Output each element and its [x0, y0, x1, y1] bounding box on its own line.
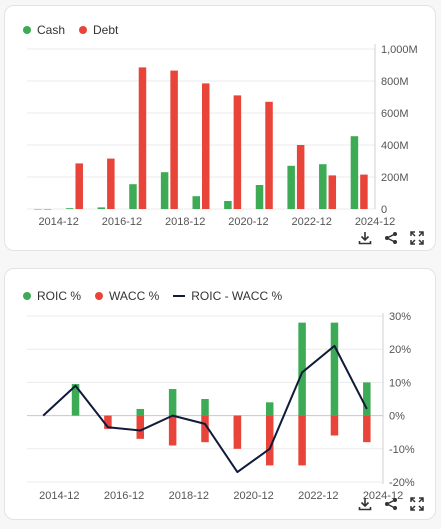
x-tick-label: 2022-12	[298, 490, 338, 502]
debt-legend-dot	[79, 26, 88, 34]
cash-bar	[97, 207, 106, 209]
debt-bar	[170, 70, 178, 209]
cash-bar	[255, 185, 264, 209]
cash-legend-dot	[23, 26, 31, 34]
cash-bar	[34, 209, 42, 210]
legend-label-debt: Debt	[93, 23, 119, 37]
download-icon[interactable]	[357, 496, 373, 512]
y-tick-label: 10%	[389, 377, 411, 389]
y-tick-label: 400M	[381, 140, 409, 152]
wacc-legend-dot	[95, 292, 104, 300]
chart2-toolbar	[357, 496, 425, 512]
wacc-bar	[168, 415, 177, 446]
legend-item-wacc[interactable]: WACC %	[95, 289, 159, 303]
expand-icon[interactable]	[409, 496, 425, 512]
x-tick-label: 2014-12	[38, 216, 78, 228]
debt-bar	[233, 95, 242, 209]
y-tick-label: 200M	[381, 172, 409, 184]
cash-debt-card: Cash Debt 0 200M 400M 600M 800M 1,000M 2014-12…	[4, 5, 436, 251]
y-tick-label: 20%	[389, 344, 411, 356]
cash-bar	[287, 165, 295, 209]
cash-bar	[319, 164, 327, 209]
debt-bar	[43, 209, 52, 210]
debt-bar	[360, 174, 368, 209]
roic-bar	[71, 384, 80, 416]
y-tick-label: 30%	[389, 311, 411, 323]
roic-bar	[363, 382, 371, 416]
roic-wacc-line	[42, 344, 368, 474]
wacc-bar	[330, 415, 339, 436]
legend-label-diff: ROIC - WACC %	[191, 289, 283, 303]
x-tick-label: 2022-12	[292, 216, 332, 228]
debt-bar	[75, 163, 83, 209]
x-tick-label: 2018-12	[169, 490, 209, 502]
diff-legend-line	[173, 295, 186, 297]
cash-bar	[160, 172, 169, 209]
chart1-toolbar	[357, 230, 425, 246]
y-tick-label: 1,000M	[381, 44, 418, 56]
legend-label-roic: ROIC %	[37, 289, 82, 303]
expand-icon[interactable]	[409, 230, 425, 246]
cash-bar	[65, 208, 74, 209]
roic-bar	[265, 402, 274, 416]
roic-bar	[330, 322, 339, 416]
wacc-bar	[136, 415, 145, 439]
x-tick-label: 2014-12	[39, 490, 79, 502]
wacc-bar	[233, 415, 242, 449]
y-tick-label: -10%	[389, 444, 415, 456]
debt-bar	[138, 67, 147, 210]
wacc-bar	[201, 415, 209, 443]
legend-item-cash[interactable]: Cash	[23, 23, 65, 37]
x-tick-label: 2016-12	[104, 490, 144, 502]
x-tick-label: 2024-12	[363, 490, 403, 502]
cash-bar	[224, 201, 232, 209]
x-tick-label: 2018-12	[165, 216, 205, 228]
debt-bar	[296, 145, 305, 209]
legend-item-roic[interactable]: ROIC %	[23, 289, 81, 303]
y-tick-label: 0	[381, 204, 387, 216]
x-tick-label: 2024-12	[355, 216, 395, 228]
share-icon[interactable]	[383, 230, 399, 246]
cash-debt-chart: 0 200M 400M 600M 800M 1,000M 2014-12 2016-12 201…	[27, 44, 418, 228]
debt-bar	[328, 175, 337, 209]
roic-wacc-card: ROIC % WACC % ROIC - WACC % -20% -10% 0% 10…	[4, 268, 436, 520]
roic-bar	[201, 399, 209, 416]
cash-bar	[192, 196, 200, 209]
wacc-bar	[363, 415, 371, 443]
roic-bar	[168, 389, 177, 416]
x-tick-label: 2016-12	[102, 216, 142, 228]
debt-bar	[107, 158, 115, 209]
download-icon[interactable]	[357, 230, 373, 246]
x-tick-label: 2020-12	[233, 490, 273, 502]
legend-label-wacc: WACC %	[109, 289, 160, 303]
roic-legend-dot	[23, 292, 31, 300]
debt-bar	[202, 83, 210, 209]
wacc-bar	[104, 415, 112, 429]
roic-wacc-legend: ROIC % WACC % ROIC - WACC %	[23, 289, 282, 303]
cash-bar	[129, 184, 137, 209]
wacc-bar	[298, 415, 306, 466]
roic-wacc-chart: -20% -10% 0% 10% 20% 30% 2014-12 2016-12 2018-12…	[27, 311, 415, 502]
debt-bar	[265, 101, 273, 209]
legend-item-debt[interactable]: Debt	[79, 23, 118, 37]
share-icon[interactable]	[383, 496, 399, 512]
legend-label-cash: Cash	[37, 23, 66, 37]
cash-bar	[350, 136, 359, 209]
y-tick-label: 600M	[381, 108, 409, 120]
roic-bar	[136, 408, 145, 416]
y-tick-label: 0%	[389, 411, 405, 423]
y-tick-label: 800M	[381, 76, 409, 88]
y-tick-label: -20%	[389, 477, 415, 489]
roic-bar	[298, 322, 306, 416]
legend-item-diff[interactable]: ROIC - WACC %	[173, 289, 282, 303]
x-tick-label: 2020-12	[228, 216, 268, 228]
cash-debt-legend: Cash Debt	[23, 23, 118, 37]
wacc-bar	[265, 415, 274, 466]
